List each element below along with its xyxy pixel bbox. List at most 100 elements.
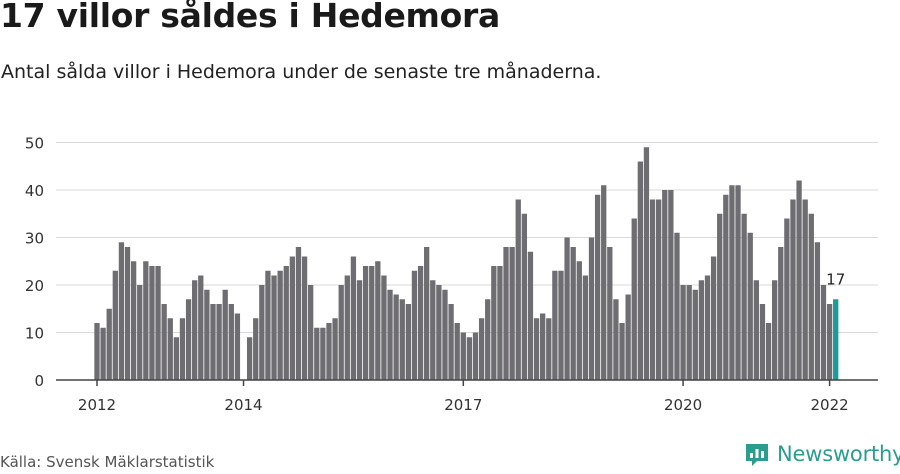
- newsworthy-logo: Newsworthy: [744, 441, 900, 467]
- bar: [350, 256, 357, 380]
- bar: [772, 280, 778, 380]
- bar: [277, 270, 283, 380]
- y-tick-label: 0: [34, 372, 44, 390]
- bar: [558, 270, 564, 380]
- bar: [582, 275, 589, 380]
- bar: [222, 289, 228, 380]
- bar: [192, 280, 198, 380]
- bar: [234, 313, 241, 380]
- bar: [472, 332, 479, 380]
- bar: [527, 251, 534, 380]
- bar: [698, 280, 705, 380]
- bar: [430, 280, 436, 380]
- bar: [253, 318, 259, 380]
- x-tick-label: 2017: [444, 396, 482, 414]
- x-tick-label: 2022: [811, 396, 849, 414]
- bar: [710, 256, 717, 380]
- bar: [442, 289, 448, 380]
- bar: [552, 270, 558, 380]
- y-tick-label: 50: [25, 135, 44, 153]
- bar: [387, 289, 393, 380]
- bar: [381, 275, 387, 380]
- bar: [265, 270, 271, 380]
- y-tick-label: 10: [25, 325, 44, 343]
- bar: [625, 294, 631, 380]
- bar: [399, 299, 405, 380]
- bar: [485, 299, 491, 380]
- bar: [820, 285, 827, 380]
- bar: [509, 247, 515, 380]
- bar: [497, 266, 503, 380]
- bar: [576, 261, 582, 380]
- bar: [448, 304, 454, 380]
- bar: [137, 285, 143, 380]
- bar: [753, 280, 759, 380]
- bar: [790, 199, 796, 380]
- bar: [295, 247, 302, 380]
- bar: [546, 318, 552, 380]
- bar: [613, 299, 619, 380]
- bar: [637, 161, 643, 380]
- bar: [375, 261, 381, 380]
- bar: [155, 266, 161, 380]
- bar: [588, 237, 595, 380]
- bar: [607, 247, 613, 380]
- bar: [747, 232, 753, 380]
- bar: [533, 318, 540, 380]
- bar: [540, 313, 546, 380]
- bar: [173, 337, 180, 380]
- y-tick-label: 40: [25, 182, 44, 200]
- bar: [656, 199, 662, 380]
- bar: [100, 327, 106, 380]
- bar: [356, 280, 363, 380]
- bar: [686, 285, 692, 380]
- bar: [662, 190, 668, 380]
- bar: [503, 247, 509, 380]
- bar: [149, 266, 155, 380]
- bar: [796, 180, 802, 380]
- bar: [680, 285, 686, 380]
- bar: [521, 213, 527, 380]
- bar: [332, 318, 338, 380]
- bar: [320, 327, 326, 380]
- bar: [301, 256, 308, 380]
- bar: [405, 304, 412, 380]
- bar: [228, 304, 234, 380]
- bar: [417, 266, 424, 380]
- bar: [570, 247, 576, 380]
- bar: [454, 323, 460, 380]
- bar: [344, 275, 350, 380]
- bar: [564, 237, 570, 380]
- bar: [271, 275, 277, 380]
- y-tick-label: 20: [25, 277, 44, 295]
- bar: [692, 289, 698, 380]
- logo-text: Newsworthy: [777, 442, 900, 466]
- bar: [283, 266, 289, 380]
- bar: [478, 318, 485, 380]
- chart-title: 17 villor såldes i Hedemora: [0, 0, 500, 35]
- bar: [338, 285, 344, 380]
- x-tick-label: 2014: [224, 396, 262, 414]
- x-tick-label: 2012: [78, 396, 116, 414]
- chart-subtitle: Antal sålda villor i Hedemora under de s…: [1, 61, 602, 83]
- bar: [326, 323, 332, 380]
- bar: [94, 323, 100, 380]
- bar: [124, 247, 131, 380]
- bar: [259, 285, 265, 380]
- bar: [619, 323, 625, 380]
- bar: [741, 213, 747, 380]
- bar: [643, 147, 650, 380]
- bar: [814, 242, 821, 380]
- bar: [802, 199, 808, 380]
- source-note: Källa: Svensk Mäklarstatistik: [0, 453, 215, 471]
- bar: [118, 242, 125, 380]
- bar-chart: 0 10 20 30 40 50 2012 2014 2017 2020 2022 17: [25, 135, 878, 414]
- bar: [649, 199, 656, 380]
- bar: [185, 299, 192, 380]
- bar: [460, 332, 466, 380]
- bar: [515, 199, 521, 380]
- bar: [112, 270, 118, 380]
- bar: [246, 337, 253, 380]
- bar: [411, 270, 418, 380]
- bar: [436, 285, 442, 380]
